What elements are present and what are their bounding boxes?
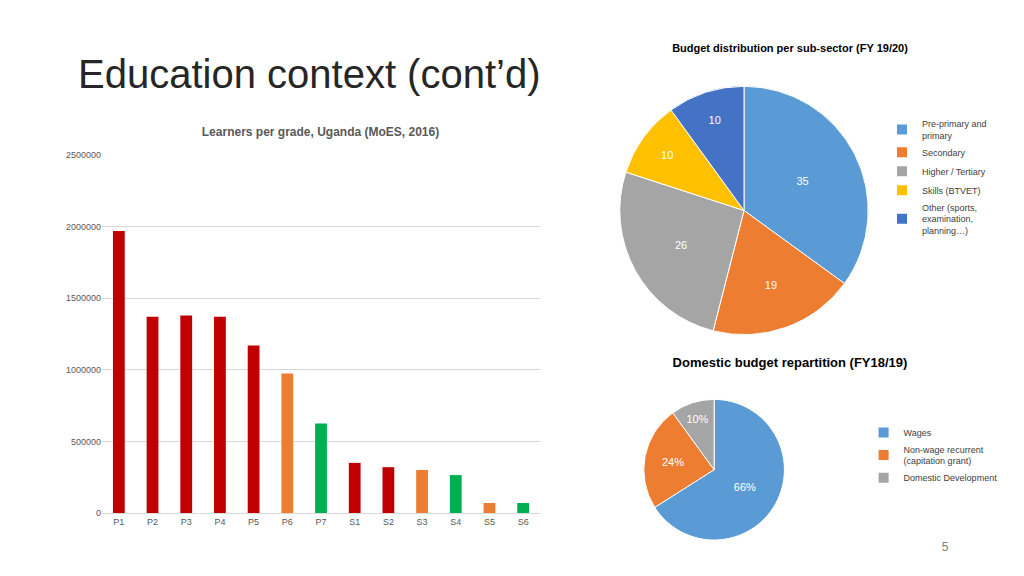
svg-text:P2: P2: [147, 517, 158, 527]
svg-text:2500000: 2500000: [66, 150, 101, 160]
svg-text:P5: P5: [248, 517, 259, 527]
svg-text:Learners per grade, Uganda (Mo: Learners per grade, Uganda (MoES, 2016): [202, 125, 439, 139]
svg-text:Domestic budget repartition (F: Domestic budget repartition (FY18/19): [673, 355, 908, 370]
svg-text:2000000: 2000000: [66, 222, 101, 232]
html-text:5: 5: [941, 540, 949, 554]
svg-text:Skills (BTVET): Skills (BTVET): [922, 186, 981, 196]
svg-text:S3: S3: [417, 517, 428, 527]
svg-text:S6: S6: [518, 517, 529, 527]
svg-text:1000000: 1000000: [66, 365, 101, 375]
svg-text:Budget distribution per sub-se: Budget distribution per sub-sector (FY 1…: [672, 42, 908, 54]
svg-text:66%: 66%: [734, 481, 756, 493]
svg-text:500000: 500000: [71, 437, 101, 447]
svg-text:S4: S4: [450, 517, 461, 527]
svg-text:S2: S2: [383, 517, 394, 527]
svg-text:10: 10: [661, 149, 673, 161]
svg-text:26: 26: [675, 239, 687, 251]
svg-text:Other (sports,examination,plan: Other (sports,examination,planning…): [922, 203, 977, 236]
svg-text:P3: P3: [181, 517, 192, 527]
svg-text:0: 0: [96, 508, 101, 518]
svg-text:P4: P4: [214, 517, 225, 527]
svg-text:Pre-primary andprimary: Pre-primary andprimary: [922, 119, 987, 141]
svg-text:Secondary: Secondary: [922, 148, 966, 158]
html-text:Education context (cont’d): Education context (cont’d): [78, 52, 541, 96]
svg-text:24%: 24%: [662, 456, 684, 468]
svg-text:Domestic Development: Domestic Development: [904, 473, 998, 483]
svg-text:Non-wage recurrent(capitation: Non-wage recurrent(capitation grant): [904, 445, 984, 467]
svg-text:S5: S5: [484, 517, 495, 527]
svg-text:P1: P1: [113, 517, 124, 527]
svg-text:10: 10: [709, 114, 721, 126]
svg-text:Wages: Wages: [904, 428, 932, 438]
svg-text:P7: P7: [315, 517, 326, 527]
svg-text:35: 35: [796, 175, 808, 187]
svg-text:S1: S1: [349, 517, 360, 527]
svg-text:1500000: 1500000: [66, 293, 101, 303]
svg-text:10%: 10%: [686, 413, 708, 425]
svg-text:Higher / Tertiary: Higher / Tertiary: [922, 167, 986, 177]
svg-text:19: 19: [765, 279, 777, 291]
svg-text:P6: P6: [282, 517, 293, 527]
